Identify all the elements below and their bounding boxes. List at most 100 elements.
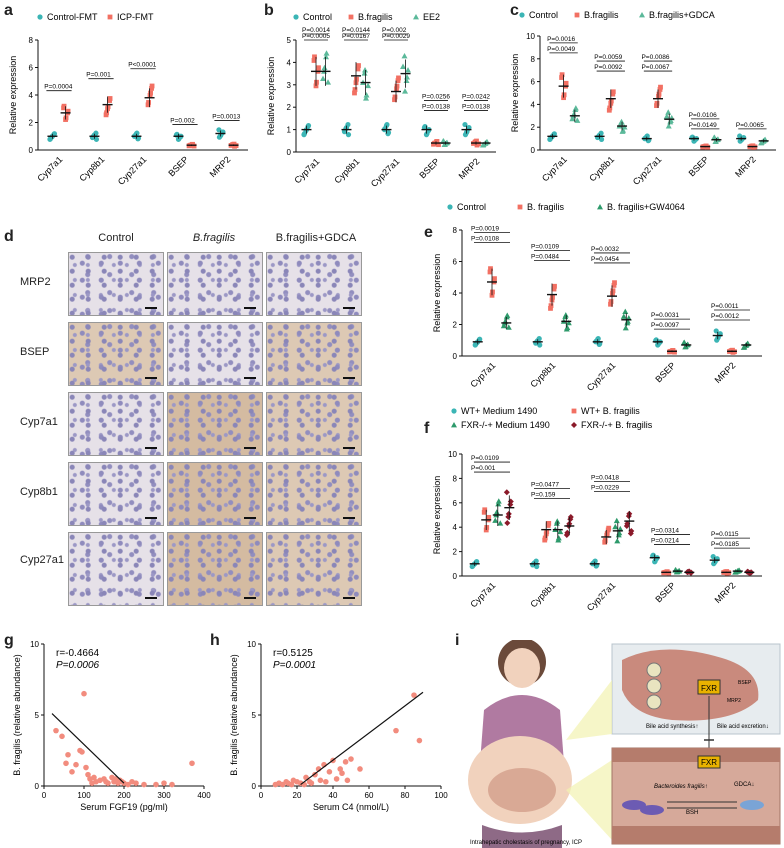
x-tick-label: Cyp7a1: [468, 360, 497, 389]
data-point: [614, 538, 621, 544]
data-point: [216, 134, 223, 140]
legend-label: B. fragilis+GW4064: [607, 202, 685, 212]
data-point: [323, 53, 330, 60]
y-axis-label: B. fragilis (relative abundance): [12, 654, 22, 776]
ihc-row-label: Cyp7a1: [20, 416, 58, 428]
data-point: [492, 517, 499, 523]
data-point: [500, 322, 507, 329]
p-value-label: P=0.0012: [711, 313, 739, 320]
y-tick-label: 0: [35, 782, 40, 791]
data-point: [482, 507, 488, 513]
data-point: [488, 266, 493, 272]
data-point: [405, 67, 412, 73]
panel-label-f: f: [424, 420, 430, 437]
data-point: [321, 64, 328, 71]
x-tick-label: Cyp27a1: [116, 154, 149, 187]
ihc-image: [266, 392, 362, 456]
data-point: [737, 138, 743, 144]
ihc-row-label: BSEP: [20, 346, 50, 358]
x-tick-label: Cyp7a1: [468, 580, 497, 609]
data-point: [352, 87, 358, 92]
data-point: [301, 131, 308, 137]
p-value-label: P=0.001: [471, 465, 496, 472]
p-value-label: P=0.0229: [591, 485, 619, 492]
ihc-image: [68, 252, 164, 316]
data-point: [83, 764, 89, 771]
y-axis-label: Relative expression: [432, 476, 442, 555]
p-value-label: P=0.0256: [422, 94, 450, 101]
panel-i-schematic: FXR Bile acid synthesis↑ Bile acid excre…: [468, 640, 781, 848]
ihc-image: [167, 392, 263, 456]
data-point: [333, 776, 340, 782]
p-value-label: P=0.0109: [531, 244, 559, 251]
data-point: [141, 781, 147, 788]
data-point: [559, 75, 564, 80]
ihc-col-header: B.fragilis+GDCA: [275, 232, 357, 244]
data-point: [125, 781, 131, 788]
data-point: [53, 727, 59, 734]
x-tick-label: MRP2: [457, 156, 482, 181]
y-axis-label: Relative expression: [432, 254, 442, 333]
data-point: [658, 84, 663, 90]
svg-text:BSH: BSH: [686, 810, 698, 816]
x-tick-label: MRP2: [208, 154, 233, 179]
legend-label: ICP-FMT: [117, 12, 154, 22]
data-point: [681, 339, 688, 345]
x-tick-label: BSEP: [166, 154, 190, 178]
legend-marker: [571, 408, 577, 414]
legend-label: WT+ Medium 1490: [461, 406, 537, 416]
legend-marker: [571, 422, 577, 428]
data-point: [608, 301, 613, 307]
x-tick-label: Cyp7a1: [540, 154, 569, 183]
data-point: [487, 269, 493, 275]
y-axis-label: B. fragilis (relative abundance): [229, 654, 239, 776]
p-value-label: P=0.0115: [711, 531, 739, 538]
svg-text:MRP2: MRP2: [727, 698, 741, 704]
p-value-label: P=0.0014: [302, 27, 330, 34]
data-point: [644, 133, 650, 139]
ihc-image: [266, 462, 362, 526]
data-point: [551, 286, 557, 292]
y-tick-label: 3: [287, 81, 292, 90]
y-tick-label: 10: [526, 32, 535, 41]
p-value-label: P=0.002: [170, 118, 195, 125]
svg-text:FXR: FXR: [701, 684, 717, 693]
data-point: [311, 58, 317, 63]
p-value-label: P=0.0149: [689, 122, 717, 129]
data-point: [474, 142, 480, 148]
data-point: [65, 108, 71, 114]
data-point: [477, 336, 483, 342]
svg-text:Bile acid synthesis↑: Bile acid synthesis↑: [646, 724, 698, 730]
legend-label: Control: [529, 10, 558, 20]
data-point: [440, 138, 447, 144]
y-axis-label: Relative expression: [266, 57, 276, 136]
data-point: [490, 289, 495, 295]
data-point: [402, 88, 409, 94]
svg-text:FXR: FXR: [701, 758, 717, 767]
data-point: [148, 90, 153, 96]
data-point: [613, 517, 620, 524]
data-point: [362, 67, 369, 73]
chart-c: Control B.fragilis B.fragilis+GDCA 0 2 4 6 8 10 R…: [510, 10, 776, 187]
y-tick-label: 0: [29, 146, 34, 155]
data-point: [392, 97, 397, 103]
y-tick-label: 0: [252, 782, 257, 791]
y-tick-label: 6: [531, 78, 536, 87]
p-value: P=0.0006: [56, 660, 100, 671]
svg-text:BSEP: BSEP: [738, 680, 752, 686]
x-tick-label: 20: [293, 791, 302, 800]
y-tick-label: 5: [252, 711, 257, 720]
p-value-label: P=0.0108: [471, 235, 499, 242]
p-value-label: P=0.0484: [531, 254, 559, 261]
data-point: [65, 751, 71, 758]
data-point: [361, 70, 368, 76]
data-point: [357, 766, 363, 772]
x-tick-label: Cyp8b1: [587, 154, 616, 183]
data-point: [308, 780, 315, 786]
data-point: [323, 778, 329, 785]
y-tick-label: 8: [29, 36, 34, 45]
data-point: [133, 780, 139, 786]
data-point: [320, 75, 327, 82]
panel-label-e: e: [424, 224, 433, 241]
legend-label: Control: [303, 12, 332, 22]
